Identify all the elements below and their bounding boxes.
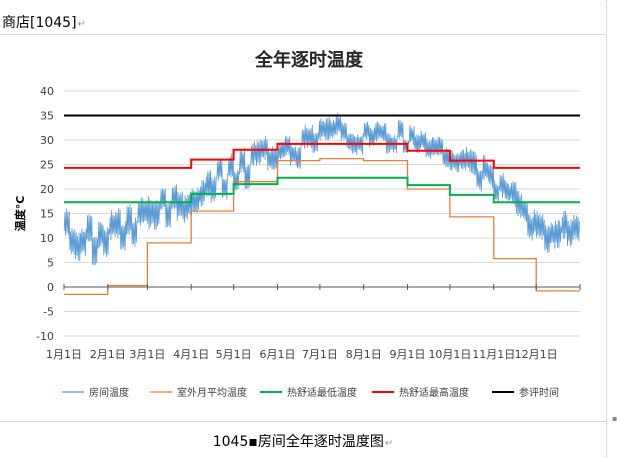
y-axis-label: 温度°C <box>13 196 27 232</box>
y-tick-label: 10 <box>40 232 54 245</box>
document-heading: 商店[1045]↵ <box>2 12 86 32</box>
y-tick-label: 30 <box>40 134 54 147</box>
legend-label: 热舒适最低温度 <box>287 386 357 399</box>
legend: 房间温度 室外月平均温度 热舒适最低温度 热舒适最高温度 参评时间 <box>62 386 559 399</box>
x-tick-label: 10月1日 <box>428 348 471 361</box>
x-tick-label: 7月1日 <box>302 348 338 361</box>
temperature-chart: 全年逐时温度 -10 -5 0 5 10 15 20 25 30 35 40 1月1日 2月1日 3月1日… <box>13 49 581 399</box>
x-tick-label: 8月1日 <box>346 348 382 361</box>
y-tick-label: 20 <box>40 183 54 196</box>
figure-caption: 1045▪房间全年逐时温度图↵ <box>0 431 606 451</box>
x-tick-label: 11月1日 <box>472 348 515 361</box>
y-tick-label: -5 <box>43 306 54 319</box>
x-tick-label: 2月1日 <box>90 348 126 361</box>
x-tick-label: 12月1日 <box>515 348 558 361</box>
figure-caption-text: 1045▪房间全年逐时温度图 <box>212 434 384 450</box>
x-tick-label: 4月1日 <box>173 348 209 361</box>
y-tick-label: 40 <box>40 85 54 98</box>
legend-label: 室外月平均温度 <box>177 386 247 399</box>
y-tick-label: 25 <box>40 159 54 172</box>
y-tick-label: -10 <box>36 330 54 343</box>
x-tick-label: 1月1日 <box>46 348 82 361</box>
legend-label: 房间温度 <box>89 386 129 399</box>
frame-top-border <box>0 34 606 35</box>
chart-container: 全年逐时温度 -10 -5 0 5 10 15 20 25 30 35 40 1月1日 2月1日 3月1日… <box>4 36 604 418</box>
series-line-outdoor-monthly-mean <box>64 157 580 296</box>
paragraph-mark: ↵ <box>77 19 86 30</box>
y-tick-label: 15 <box>40 208 54 221</box>
x-tick-label: 3月1日 <box>129 348 165 361</box>
series-layer <box>63 112 580 296</box>
series-line-comfort-min <box>64 176 580 204</box>
legend-label: 参评时间 <box>519 386 559 399</box>
chart-title: 全年逐时温度 <box>254 49 364 71</box>
series-line-room-temperature <box>63 112 580 266</box>
frame-right-border <box>606 0 607 458</box>
y-tick-label: 5 <box>47 257 54 270</box>
document-heading-text: 商店[1045] <box>2 15 77 31</box>
x-tick-label: 6月1日 <box>259 348 295 361</box>
axis-layer: -10 -5 0 5 10 15 20 25 30 35 40 1月1日 2月1日 3月1日 4月1日 5月1… <box>36 85 581 361</box>
x-tick-label: 5月1日 <box>216 348 252 361</box>
frame-bottom-border <box>0 421 606 422</box>
x-tick-label: 9月1日 <box>390 348 426 361</box>
y-tick-label: 35 <box>40 110 54 123</box>
legend-label: 热舒适最高温度 <box>399 386 469 399</box>
corner-mark: ▪ <box>612 414 617 423</box>
caption-paragraph-mark: ↵ <box>384 438 394 449</box>
y-tick-label: 0 <box>47 281 54 294</box>
series-line-comfort-max <box>64 142 580 169</box>
